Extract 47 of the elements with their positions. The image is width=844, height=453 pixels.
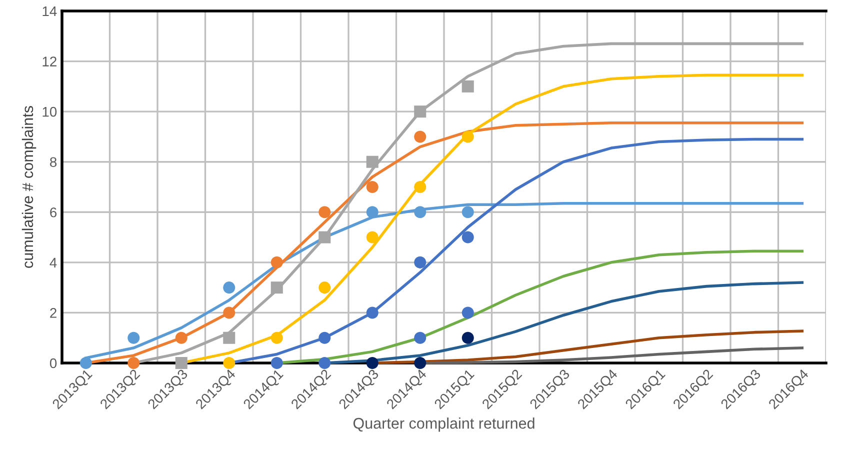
y-tick-label: 12 [42,56,56,66]
point [462,130,474,143]
y-tick-label: 0 [50,358,57,368]
point [414,206,426,218]
point [366,231,378,244]
point [318,332,331,344]
point [414,130,426,143]
point [270,256,283,268]
y-tick-label: 2 [50,308,56,318]
point [270,356,283,370]
point [318,231,331,244]
point [462,80,474,92]
point [318,282,331,294]
point [366,306,378,319]
point [414,356,426,370]
point [462,231,474,244]
y-tick-label: 8 [50,157,57,168]
point [270,332,283,344]
x-axis-title: Quarter complaint returned [353,418,534,432]
point [414,332,426,344]
point [175,332,188,344]
point [80,356,92,370]
point [462,332,474,344]
point [414,180,426,194]
point [462,306,474,319]
y-tick-label: 10 [42,106,57,117]
point [175,356,188,370]
point [366,356,378,370]
point [128,332,140,344]
point [223,282,236,294]
y-tick-label: 4 [50,258,57,268]
point [414,106,426,118]
point [270,282,283,294]
point [462,206,474,218]
point [223,306,236,319]
point [318,356,331,370]
point [414,256,426,268]
point [366,206,378,218]
point [318,206,331,218]
point [366,180,378,194]
point [223,332,236,344]
y-axis-title: cumulative # complaints [22,106,36,268]
point [223,356,236,370]
point [128,356,140,370]
point [366,156,378,168]
y-tick-label: 14 [42,6,57,16]
y-tick-label: 6 [50,207,57,218]
